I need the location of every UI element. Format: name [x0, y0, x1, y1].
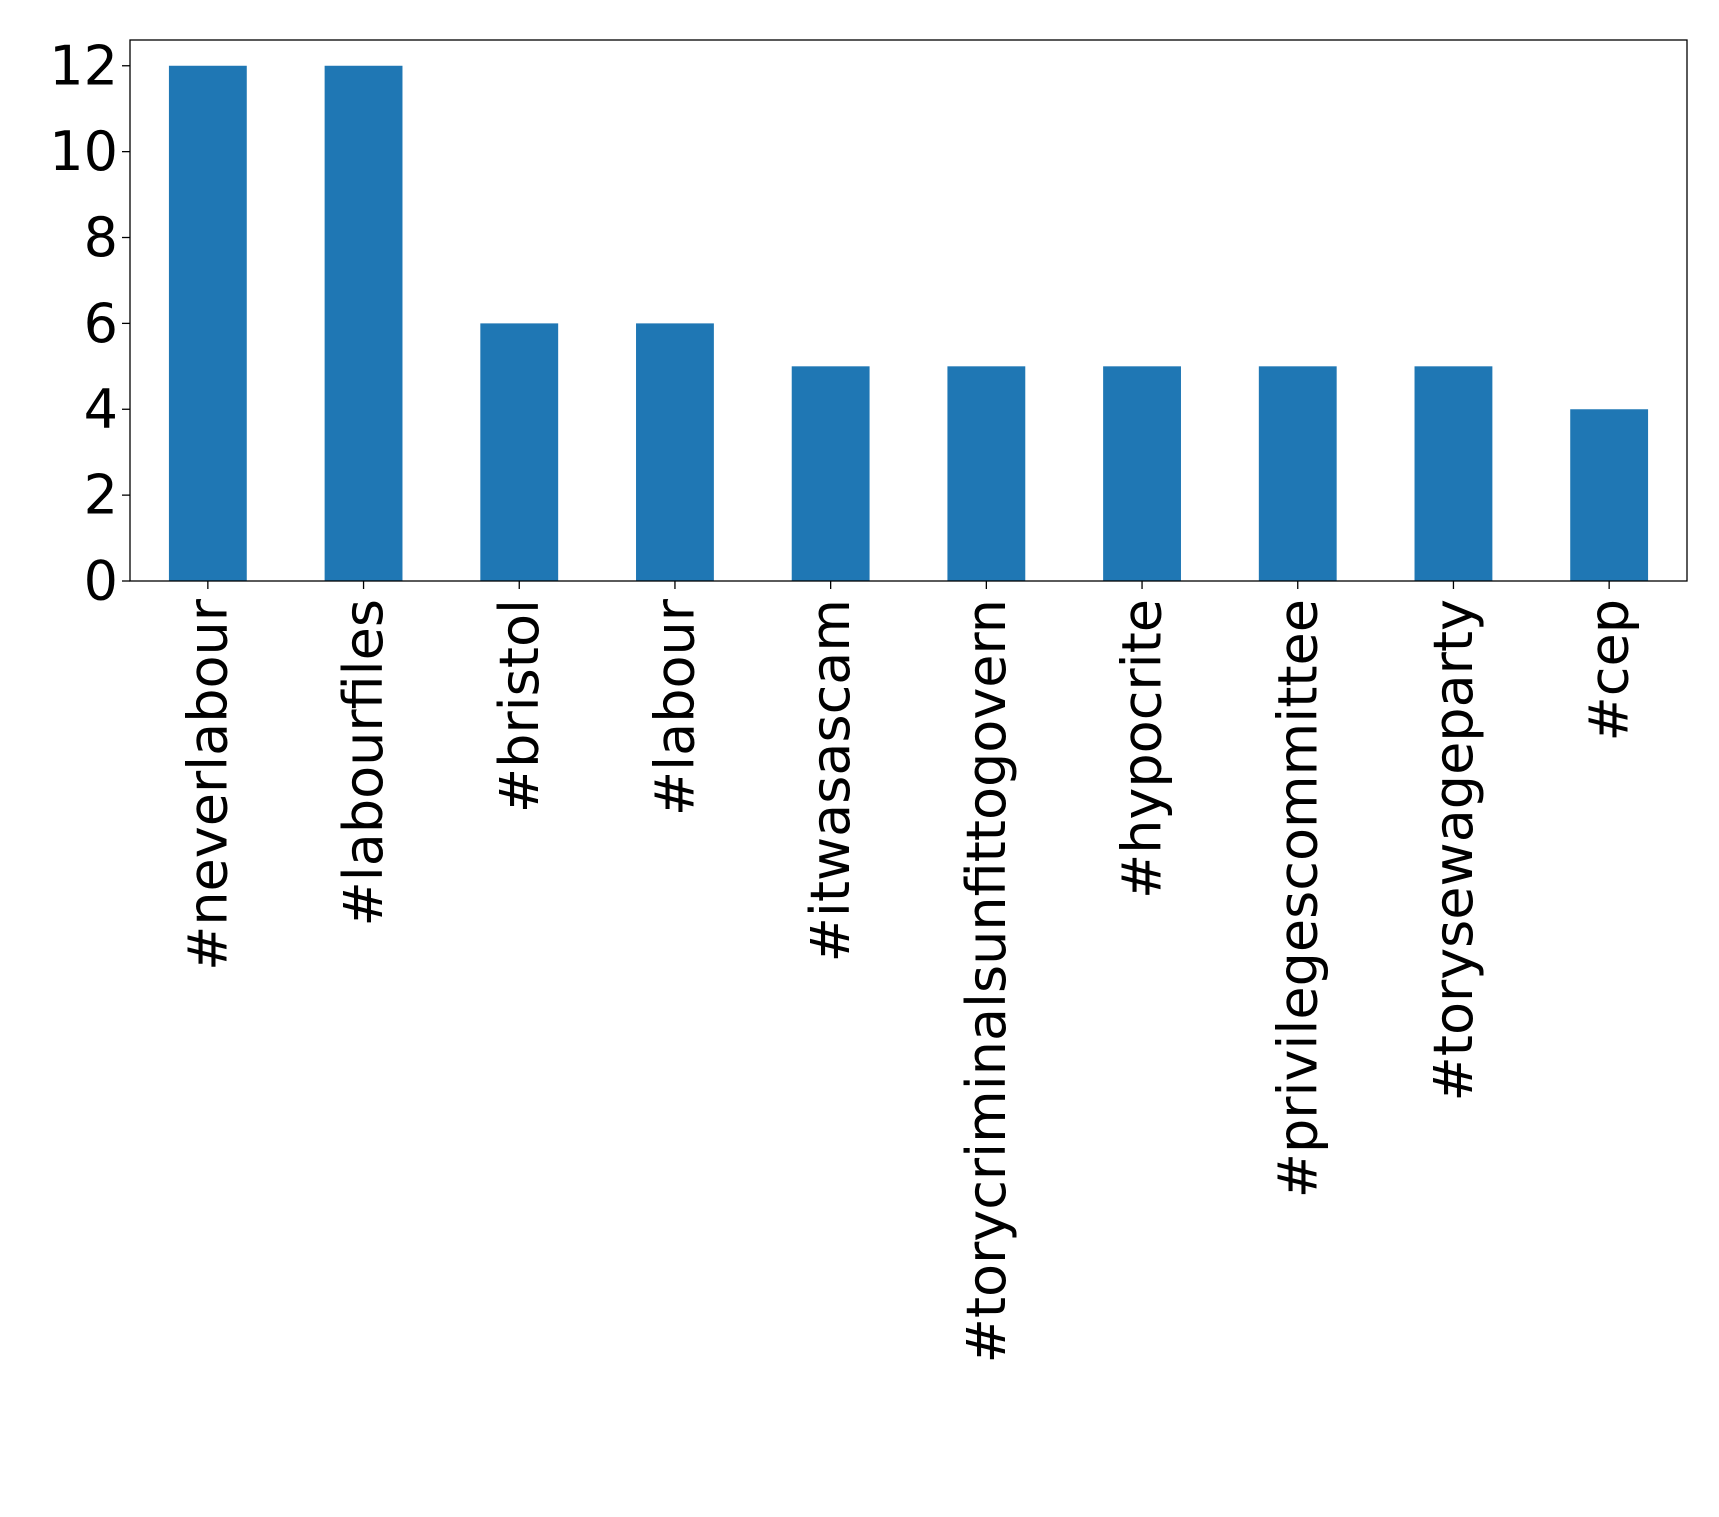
bars-layer — [168, 65, 1649, 581]
plot-frame — [129, 39, 1688, 582]
bar — [947, 366, 1026, 581]
bar — [636, 323, 714, 581]
y-tick-label: 2 — [84, 464, 118, 527]
bar — [480, 323, 559, 581]
y-tick-label: 4 — [84, 378, 118, 441]
bar — [1258, 366, 1337, 581]
x-tick-label: #torysewageparty — [1422, 599, 1485, 1101]
x-tick-label: #hypocrite — [1111, 599, 1174, 899]
x-axis-ticks: #neverlabour #labourfiles #bristol #labour #… — [176, 581, 1641, 1363]
x-tick-label: #labourfiles — [332, 599, 395, 926]
y-tick-label: 8 — [84, 206, 118, 269]
x-tick-label: #privilegescommittee — [1266, 599, 1329, 1198]
bar — [1103, 366, 1181, 581]
x-tick-label: #itwasascam — [799, 599, 862, 962]
bar — [324, 65, 403, 581]
y-tick-label: 12 — [49, 34, 118, 97]
x-tick-label: #cep — [1578, 599, 1641, 741]
bar — [1414, 366, 1493, 581]
y-tick-label: 6 — [84, 292, 118, 355]
bar — [791, 366, 870, 581]
y-tick-label: 10 — [49, 120, 118, 183]
x-tick-label: #bristol — [488, 599, 551, 813]
bar — [168, 65, 247, 581]
x-tick-label: #neverlabour — [176, 598, 239, 971]
x-tick-label: #torycriminalsunfittogovern — [955, 599, 1018, 1363]
bar — [1570, 409, 1649, 581]
y-tick-label: 0 — [84, 550, 118, 613]
y-axis-ticks: 0 2 4 6 8 10 12 — [49, 34, 130, 613]
x-tick-label: #labour — [643, 598, 706, 816]
